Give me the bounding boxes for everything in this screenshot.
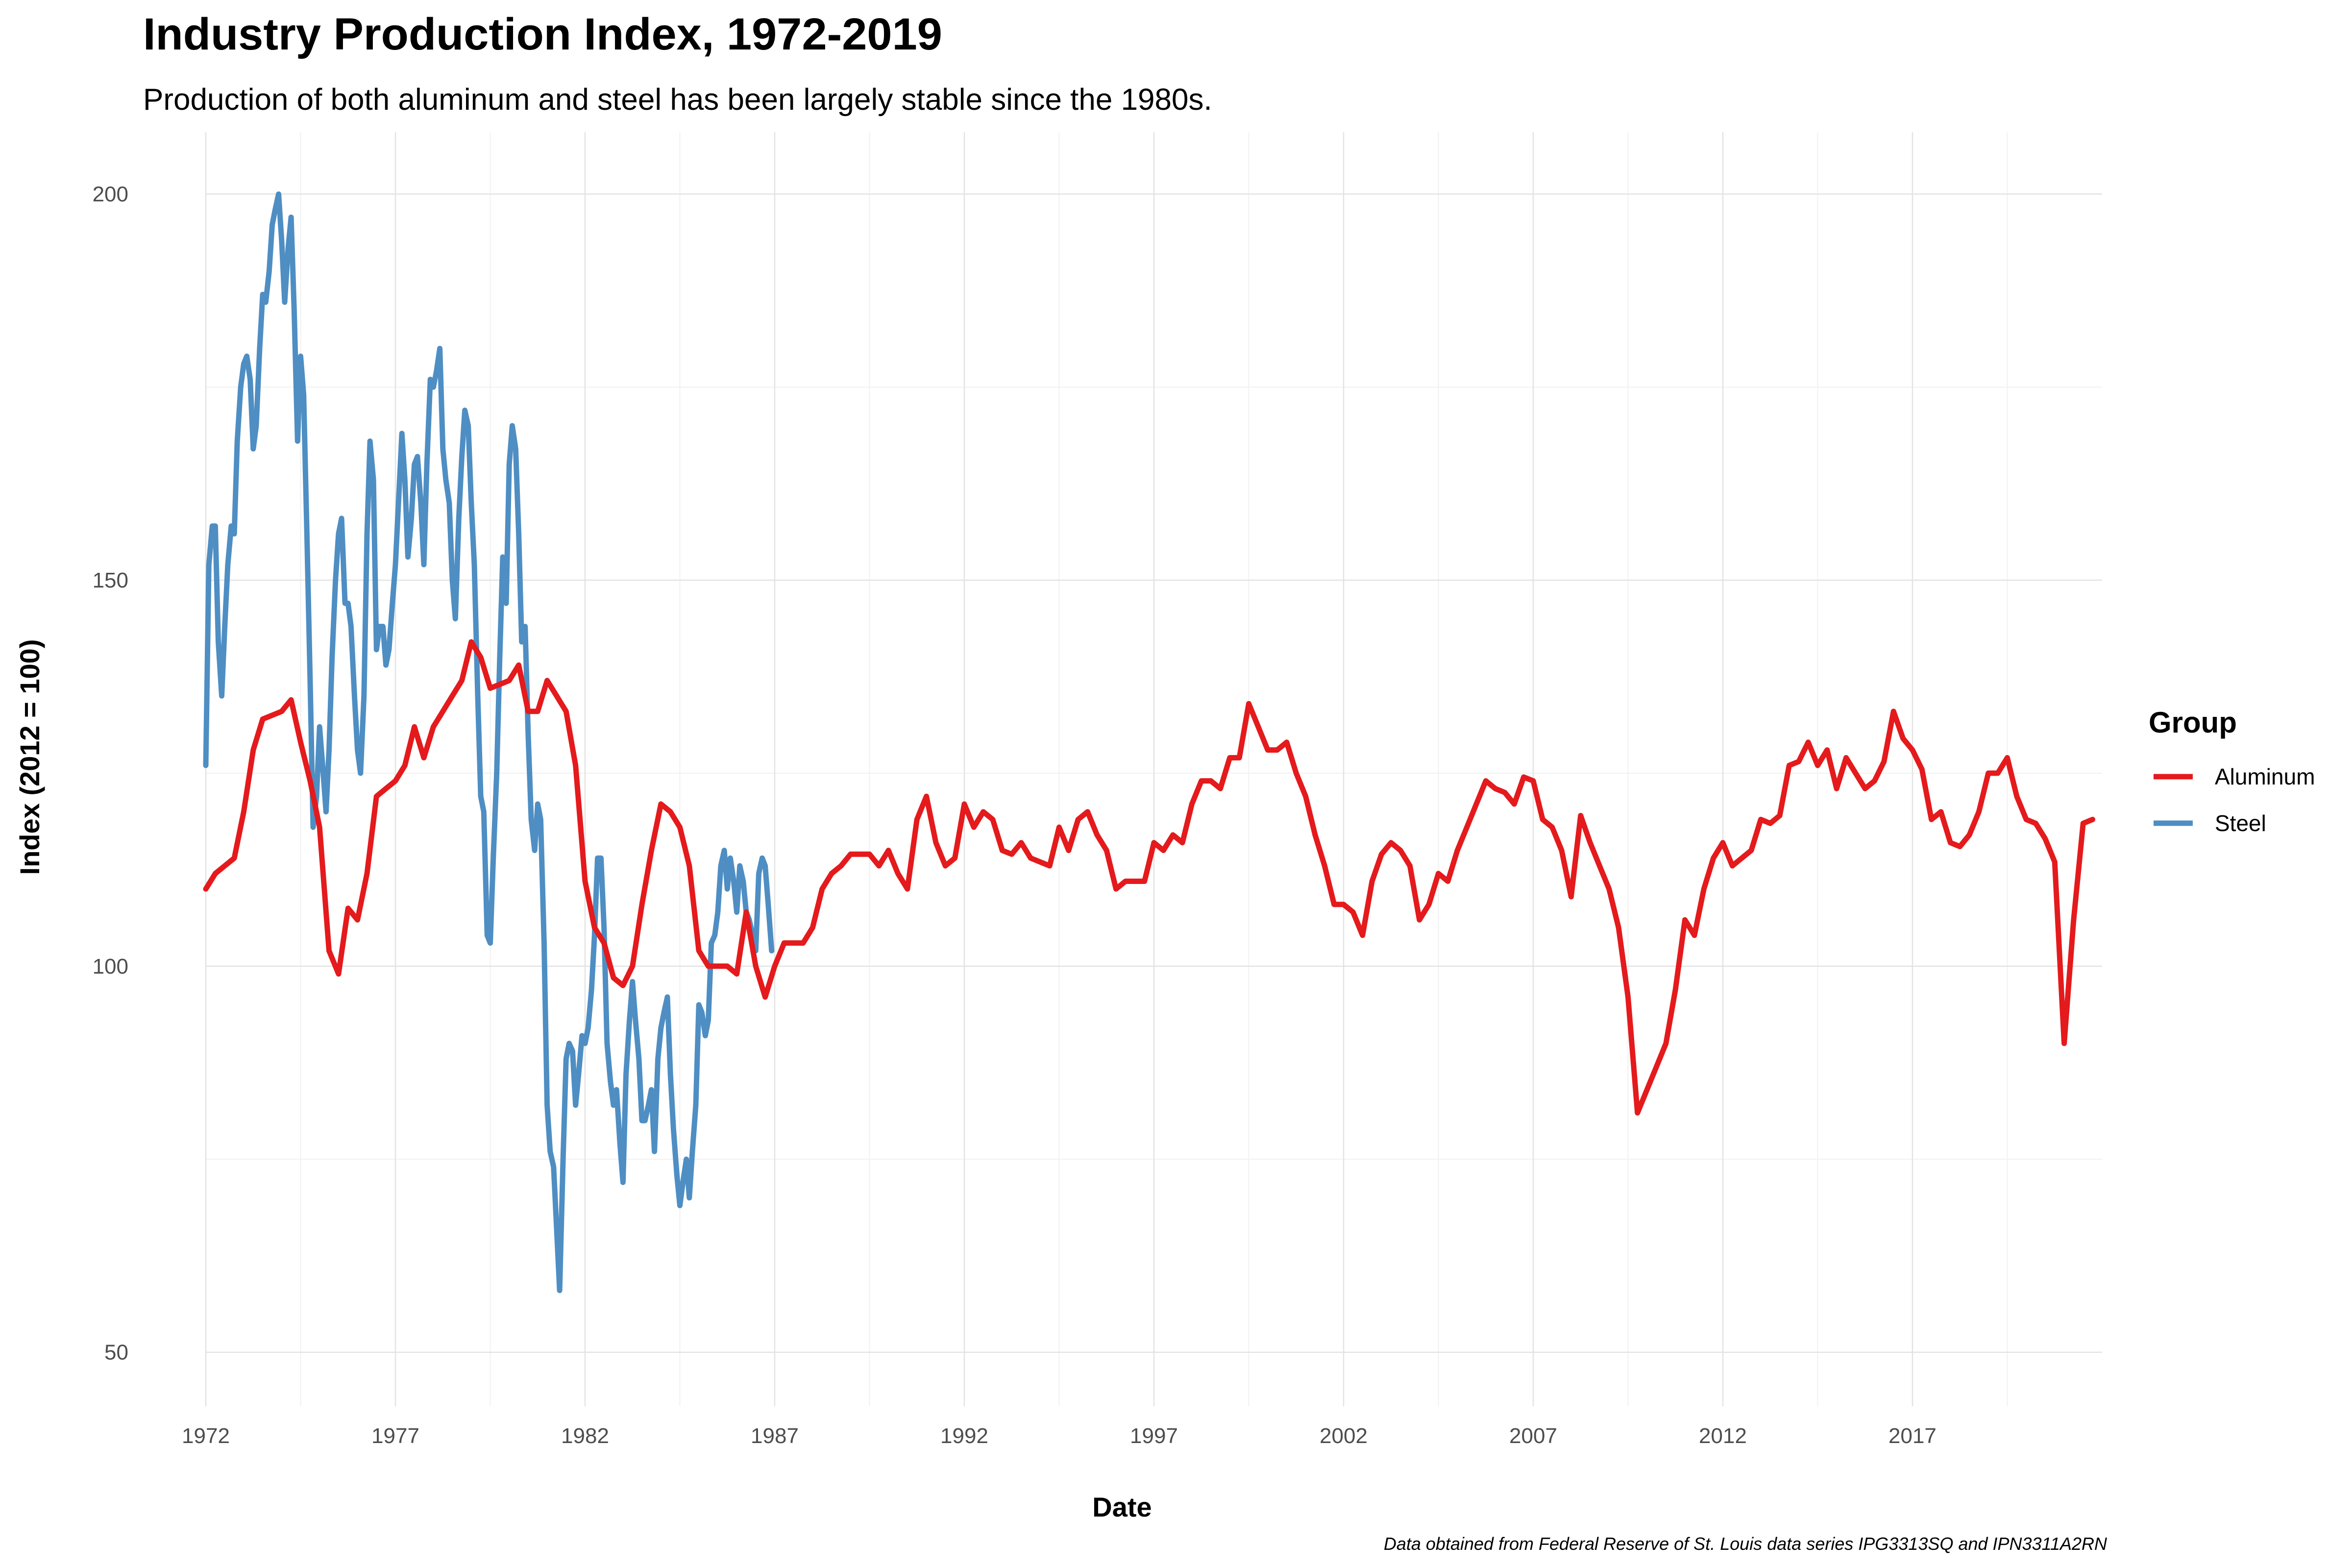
y-tick-label: 200	[93, 182, 128, 206]
legend-label-aluminum: Aluminum	[2215, 764, 2315, 789]
x-axis-tick-labels: 1972 1977 1982 1987 1992 1997 2002 2007 2012 2017	[182, 1424, 1936, 1448]
y-axis-tick-labels: 50 100 150 200	[93, 182, 128, 1365]
x-tick-label: 1977	[371, 1424, 419, 1448]
y-tick-label: 50	[104, 1341, 128, 1365]
x-axis-title: Date	[1092, 1492, 1152, 1522]
legend: Group Aluminum Steel	[2149, 706, 2315, 836]
y-axis-title: Index (2012 = 100)	[14, 639, 45, 875]
x-tick-label: 1972	[182, 1424, 230, 1448]
x-tick-label: 2002	[1320, 1424, 1368, 1448]
series-lines	[203, 191, 2096, 1294]
legend-items: Aluminum Steel	[2154, 764, 2315, 836]
series-line-steel	[203, 191, 775, 1294]
x-tick-label: 1982	[561, 1424, 609, 1448]
chart-title: Industry Production Index, 1972-2019	[143, 9, 942, 59]
chart-caption: Data obtained from Federal Reserve of St…	[1383, 1534, 2107, 1554]
x-tick-label: 2012	[1699, 1424, 1747, 1448]
x-tick-label: 2017	[1888, 1424, 1936, 1448]
legend-label-steel: Steel	[2215, 810, 2266, 836]
x-tick-label: 2007	[1509, 1424, 1557, 1448]
y-tick-label: 150	[93, 568, 128, 592]
x-tick-label: 1992	[940, 1424, 988, 1448]
x-tick-label: 1997	[1130, 1424, 1178, 1448]
y-tick-label: 100	[93, 955, 128, 979]
chart-subtitle: Production of both aluminum and steel ha…	[143, 83, 1212, 117]
series-line-aluminum	[203, 639, 2096, 1116]
x-tick-label: 1987	[751, 1424, 799, 1448]
legend-title: Group	[2149, 706, 2237, 739]
major-gridlines	[205, 132, 2102, 1406]
